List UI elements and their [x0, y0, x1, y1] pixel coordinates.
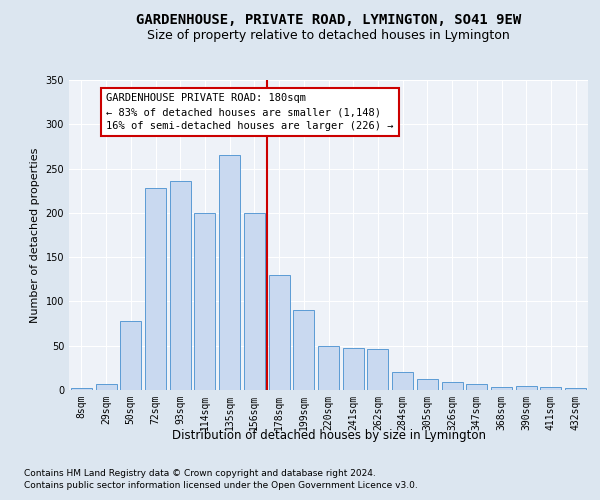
Bar — [343, 348, 364, 390]
Bar — [194, 213, 215, 390]
Bar — [565, 388, 586, 390]
Text: Size of property relative to detached houses in Lymington: Size of property relative to detached ho… — [148, 29, 510, 42]
Bar — [120, 321, 141, 390]
Bar — [318, 346, 339, 390]
Bar — [244, 213, 265, 390]
Y-axis label: Number of detached properties: Number of detached properties — [30, 148, 40, 322]
Bar — [145, 188, 166, 390]
Bar — [466, 384, 487, 390]
Bar — [392, 372, 413, 390]
Text: Contains public sector information licensed under the Open Government Licence v3: Contains public sector information licen… — [24, 480, 418, 490]
Bar — [95, 384, 116, 390]
Bar — [541, 388, 562, 390]
Text: GARDENHOUSE, PRIVATE ROAD, LYMINGTON, SO41 9EW: GARDENHOUSE, PRIVATE ROAD, LYMINGTON, SO… — [136, 12, 521, 26]
Bar — [170, 181, 191, 390]
Bar — [516, 386, 537, 390]
Bar — [269, 275, 290, 390]
Text: GARDENHOUSE PRIVATE ROAD: 180sqm
← 83% of detached houses are smaller (1,148)
16: GARDENHOUSE PRIVATE ROAD: 180sqm ← 83% o… — [106, 94, 394, 132]
Bar — [219, 156, 240, 390]
Bar — [442, 382, 463, 390]
Bar — [367, 350, 388, 390]
Bar — [71, 388, 92, 390]
Bar — [293, 310, 314, 390]
Bar — [417, 380, 438, 390]
Bar — [491, 388, 512, 390]
Text: Contains HM Land Registry data © Crown copyright and database right 2024.: Contains HM Land Registry data © Crown c… — [24, 470, 376, 478]
Text: Distribution of detached houses by size in Lymington: Distribution of detached houses by size … — [172, 428, 486, 442]
